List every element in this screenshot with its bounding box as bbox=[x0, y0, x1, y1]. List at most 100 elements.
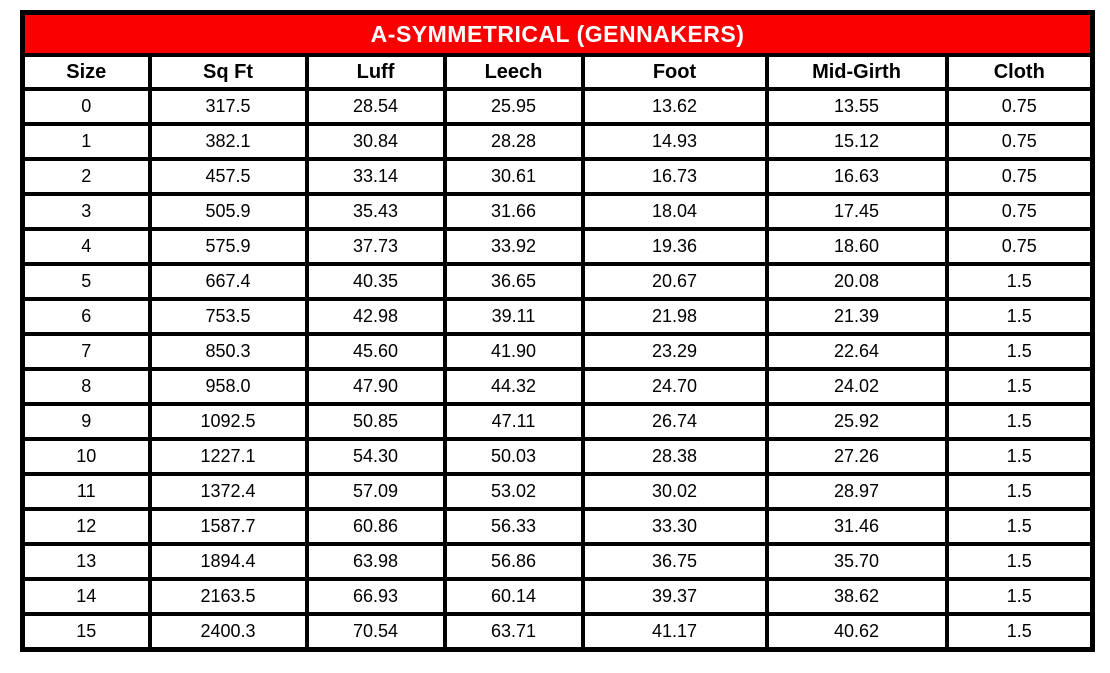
table-cell: 0.75 bbox=[944, 192, 1095, 231]
table-cell: 45.60 bbox=[304, 332, 447, 371]
table-cell: 21.39 bbox=[764, 297, 949, 336]
table-cell: 13.55 bbox=[764, 87, 949, 126]
table-cell: 38.62 bbox=[764, 577, 949, 616]
table-cell: 14 bbox=[20, 577, 152, 616]
table-cell: 1.5 bbox=[944, 437, 1095, 476]
table-row: 2 457.5 33.14 30.61 16.73 16.63 0.75 bbox=[20, 157, 1095, 196]
table-cell: 31.66 bbox=[442, 192, 585, 231]
table-cell: 37.73 bbox=[304, 227, 447, 266]
table-cell: 30.61 bbox=[442, 157, 585, 196]
table-cell: 50.85 bbox=[304, 402, 447, 441]
table-cell: 28.38 bbox=[580, 437, 769, 476]
table-cell: 23.29 bbox=[580, 332, 769, 371]
table-cell: 25.95 bbox=[442, 87, 585, 126]
table-cell: 66.93 bbox=[304, 577, 447, 616]
table-cell: 3 bbox=[20, 192, 152, 231]
table-cell: 36.65 bbox=[442, 262, 585, 301]
table-cell: 56.33 bbox=[442, 507, 585, 546]
table-cell: 13.62 bbox=[580, 87, 769, 126]
table-cell: 1.5 bbox=[944, 332, 1095, 371]
table-cell: 2 bbox=[20, 157, 152, 196]
table-cell: 63.71 bbox=[442, 612, 585, 652]
table-row: 11 1372.4 57.09 53.02 30.02 28.97 1.5 bbox=[20, 472, 1095, 511]
table-cell: 20.67 bbox=[580, 262, 769, 301]
table-cell: 47.90 bbox=[304, 367, 447, 406]
table-cell: 15.12 bbox=[764, 122, 949, 161]
table-cell: 36.75 bbox=[580, 542, 769, 581]
table-cell: 1.5 bbox=[944, 402, 1095, 441]
table-cell: 33.30 bbox=[580, 507, 769, 546]
table-row: 5 667.4 40.35 36.65 20.67 20.08 1.5 bbox=[20, 262, 1095, 301]
table-cell: 25.92 bbox=[764, 402, 949, 441]
table-cell: 667.4 bbox=[147, 262, 309, 301]
table-cell: 850.3 bbox=[147, 332, 309, 371]
table-cell: 14.93 bbox=[580, 122, 769, 161]
table-cell: 6 bbox=[20, 297, 152, 336]
table-cell: 17.45 bbox=[764, 192, 949, 231]
table-cell: 13 bbox=[20, 542, 152, 581]
table-row: 6 753.5 42.98 39.11 21.98 21.39 1.5 bbox=[20, 297, 1095, 336]
table-cell: 4 bbox=[20, 227, 152, 266]
column-header: Sq Ft bbox=[147, 53, 309, 91]
column-header: Foot bbox=[580, 53, 769, 91]
table-cell: 24.70 bbox=[580, 367, 769, 406]
table-cell: 11 bbox=[20, 472, 152, 511]
table-cell: 60.86 bbox=[304, 507, 447, 546]
table-cell: 33.92 bbox=[442, 227, 585, 266]
table-cell: 457.5 bbox=[147, 157, 309, 196]
table-cell: 1.5 bbox=[944, 472, 1095, 511]
table-cell: 8 bbox=[20, 367, 152, 406]
table-cell: 317.5 bbox=[147, 87, 309, 126]
table-cell: 1.5 bbox=[944, 507, 1095, 546]
table-cell: 1227.1 bbox=[147, 437, 309, 476]
table-cell: 26.74 bbox=[580, 402, 769, 441]
title-row: A-SYMMETRICAL (GENNAKERS) bbox=[20, 10, 1095, 57]
table-cell: 19.36 bbox=[580, 227, 769, 266]
table-cell: 9 bbox=[20, 402, 152, 441]
table-cell: 39.11 bbox=[442, 297, 585, 336]
table-cell: 40.62 bbox=[764, 612, 949, 652]
table-cell: 18.60 bbox=[764, 227, 949, 266]
table-row: 15 2400.3 70.54 63.71 41.17 40.62 1.5 bbox=[20, 612, 1095, 652]
table-cell: 63.98 bbox=[304, 542, 447, 581]
table-cell: 16.73 bbox=[580, 157, 769, 196]
table-cell: 18.04 bbox=[580, 192, 769, 231]
table-cell: 1 bbox=[20, 122, 152, 161]
table-cell: 24.02 bbox=[764, 367, 949, 406]
table-cell: 31.46 bbox=[764, 507, 949, 546]
table-cell: 54.30 bbox=[304, 437, 447, 476]
table-cell: 1.5 bbox=[944, 262, 1095, 301]
table-row: 3 505.9 35.43 31.66 18.04 17.45 0.75 bbox=[20, 192, 1095, 231]
table-cell: 56.86 bbox=[442, 542, 585, 581]
table-cell: 15 bbox=[20, 612, 152, 652]
table-cell: 30.02 bbox=[580, 472, 769, 511]
table-row: 14 2163.5 66.93 60.14 39.37 38.62 1.5 bbox=[20, 577, 1095, 616]
table-row: 7 850.3 45.60 41.90 23.29 22.64 1.5 bbox=[20, 332, 1095, 371]
table-cell: 41.90 bbox=[442, 332, 585, 371]
column-header: Cloth bbox=[944, 53, 1095, 91]
column-header: Luff bbox=[304, 53, 447, 91]
table-cell: 382.1 bbox=[147, 122, 309, 161]
table-row: 10 1227.1 54.30 50.03 28.38 27.26 1.5 bbox=[20, 437, 1095, 476]
header-row: Size Sq Ft Luff Leech Foot Mid-Girth Cloth bbox=[20, 53, 1095, 91]
table-cell: 21.98 bbox=[580, 297, 769, 336]
table-cell: 28.54 bbox=[304, 87, 447, 126]
table-cell: 2163.5 bbox=[147, 577, 309, 616]
table-cell: 1.5 bbox=[944, 612, 1095, 652]
table-cell: 70.54 bbox=[304, 612, 447, 652]
table-cell: 28.97 bbox=[764, 472, 949, 511]
table-cell: 505.9 bbox=[147, 192, 309, 231]
table-cell: 28.28 bbox=[442, 122, 585, 161]
table-cell: 57.09 bbox=[304, 472, 447, 511]
table-cell: 20.08 bbox=[764, 262, 949, 301]
table-row: 13 1894.4 63.98 56.86 36.75 35.70 1.5 bbox=[20, 542, 1095, 581]
table-cell: 47.11 bbox=[442, 402, 585, 441]
table-cell: 1.5 bbox=[944, 367, 1095, 406]
table-row: 1 382.1 30.84 28.28 14.93 15.12 0.75 bbox=[20, 122, 1095, 161]
table-cell: 5 bbox=[20, 262, 152, 301]
table-cell: 41.17 bbox=[580, 612, 769, 652]
table-cell: 1587.7 bbox=[147, 507, 309, 546]
table-cell: 53.02 bbox=[442, 472, 585, 511]
table-row: 9 1092.5 50.85 47.11 26.74 25.92 1.5 bbox=[20, 402, 1095, 441]
table-row: 12 1587.7 60.86 56.33 33.30 31.46 1.5 bbox=[20, 507, 1095, 546]
